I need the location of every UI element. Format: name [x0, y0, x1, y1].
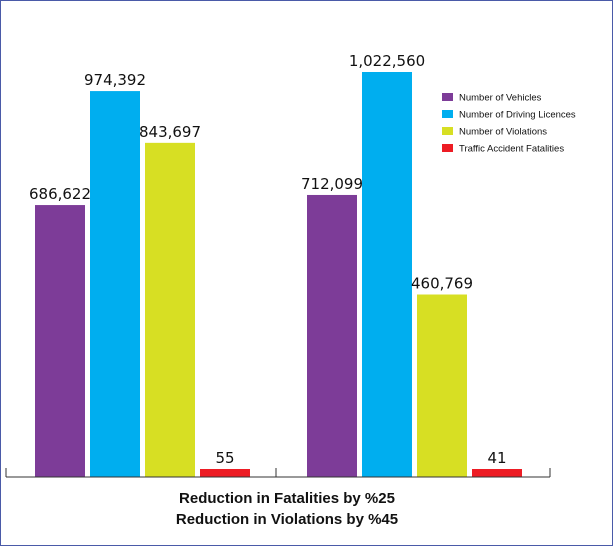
bar-number-of-violations-1 — [417, 294, 467, 477]
bar-traffic-accident-fatalities-0 — [200, 469, 250, 477]
legend-swatch — [442, 144, 453, 152]
value-label: 712,099 — [301, 175, 363, 193]
legend-label: Number of Violations — [459, 127, 547, 138]
x-axis — [5, 468, 551, 478]
legend-label: Number of Driving Licences — [459, 110, 576, 121]
bar-number-of-violations-0 — [145, 142, 195, 477]
value-label: 843,697 — [139, 123, 201, 141]
legend-label: Traffic Accident Fatalities — [459, 144, 564, 155]
legend-label: Number of Vehicles — [459, 93, 542, 104]
bar-number-of-vehicles-1 — [307, 194, 357, 478]
value-label: 460,769 — [411, 275, 473, 293]
value-label: 41 — [487, 449, 506, 467]
value-label: 686,622 — [29, 185, 91, 203]
caption-line-2: Reduction in Violations by %45 — [176, 511, 398, 528]
value-label: 1,022,560 — [349, 52, 425, 70]
legend-swatch — [442, 127, 453, 135]
bar-traffic-accident-fatalities-1 — [472, 469, 522, 477]
legend: Number of Vehicles Number of Driving Lice… — [442, 93, 576, 155]
bar-number-of-driving-licences-1 — [362, 72, 412, 477]
bars-layer — [35, 72, 522, 478]
legend-swatch — [442, 93, 453, 101]
value-label: 55 — [215, 449, 234, 467]
bar-number-of-vehicles-0 — [35, 205, 85, 477]
caption-line-1: Reduction in Fatalities by %25 — [179, 490, 395, 507]
value-labels-layer: 686,622 712,099 974,392 1,022,560 843,697 460… — [29, 52, 507, 467]
legend-swatch — [442, 110, 453, 118]
bar-number-of-driving-licences-0 — [90, 91, 140, 478]
value-label: 974,392 — [84, 71, 146, 89]
